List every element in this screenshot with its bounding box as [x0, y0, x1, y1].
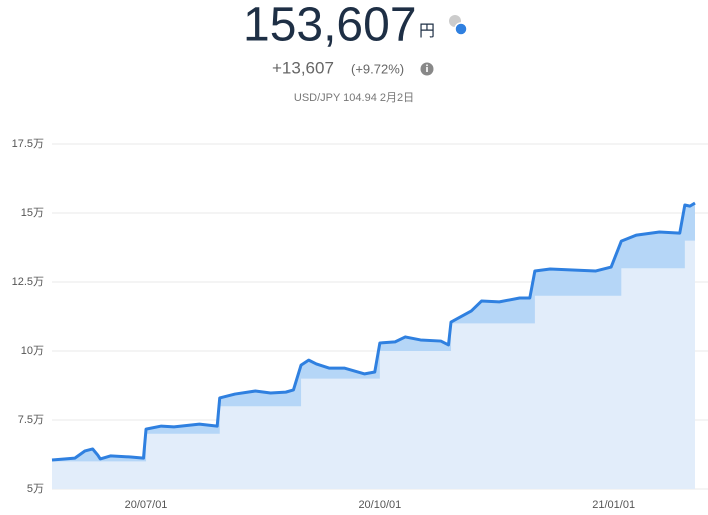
change-pct: (+9.72%)	[351, 61, 404, 76]
x-tick-label: 20/07/01	[125, 499, 168, 511]
y-tick-label: 12.5万	[12, 276, 44, 288]
value-line	[51, 201, 696, 462]
y-tick-label: 10万	[21, 345, 44, 357]
total-value: 153,607	[243, 0, 417, 52]
plot	[51, 201, 696, 489]
change: +13,607	[272, 58, 334, 77]
y-tick-label: 17.5万	[12, 138, 44, 150]
y-tick-label: 5万	[27, 483, 44, 495]
rate: USD/JPY 104.94 2月2日	[294, 92, 414, 104]
jpy-icon	[454, 22, 468, 36]
invested-area	[52, 240, 695, 489]
currency-toggle[interactable]	[449, 15, 468, 36]
y-tick-label: 15万	[21, 207, 44, 219]
axes: 5万 7.5万 10万 12.5万 15万 17.5万 20/07/01 20/10/01 21…	[12, 138, 636, 511]
y-tick-label: 7.5万	[18, 414, 44, 426]
unit: 円	[419, 23, 435, 40]
info-dot	[426, 64, 428, 67]
info-icon[interactable]	[420, 62, 434, 76]
x-tick-label: 21/01/01	[592, 499, 635, 511]
x-tick-label: 20/10/01	[358, 499, 401, 511]
info-bar	[426, 67, 428, 72]
